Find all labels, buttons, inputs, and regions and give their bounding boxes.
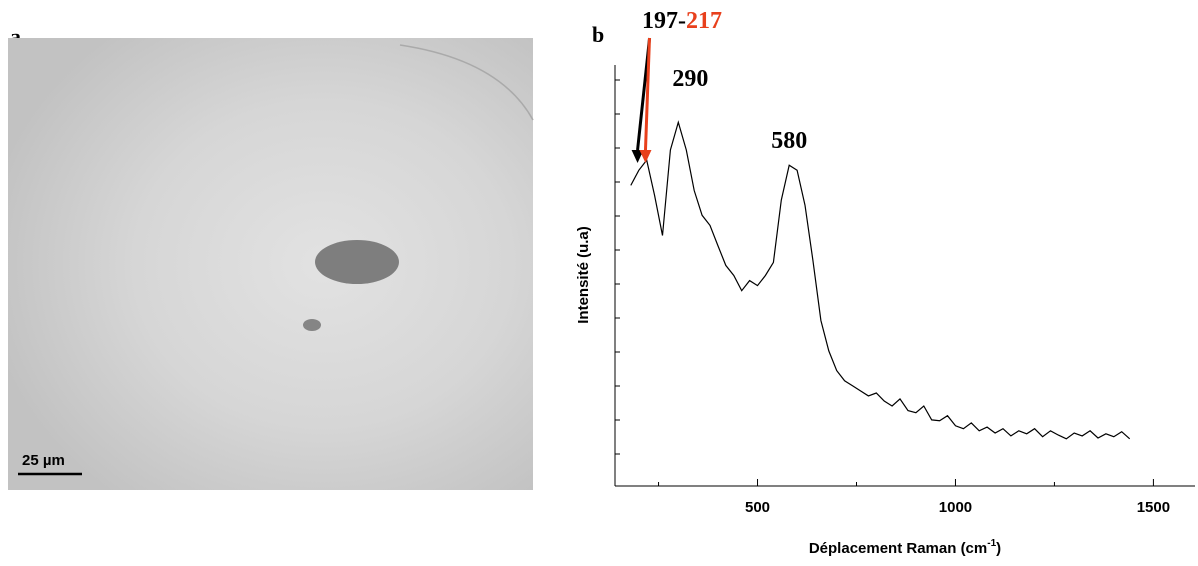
- inclusion: [303, 319, 321, 331]
- annotation-arrowhead: [631, 150, 644, 163]
- annotation: 197-: [642, 8, 686, 34]
- x-axis-label: Déplacement Raman (cm: [809, 540, 987, 557]
- annotation-arrowhead: [639, 150, 652, 163]
- y-axis-label: Intensité (u.a): [575, 226, 592, 324]
- x-tick-label: 500: [745, 499, 770, 516]
- x-axis-label: ): [996, 540, 1001, 557]
- annotation-arrow: [643, 37, 651, 151]
- annotation: 580: [771, 128, 807, 154]
- panel-label: b: [592, 22, 604, 47]
- annotation: 217: [686, 8, 722, 34]
- annotation: 290: [672, 66, 708, 92]
- y-axis-ticks: [615, 79, 620, 455]
- micrograph: [8, 38, 533, 490]
- x-axis-label: Déplacement Raman (cm-1): [809, 538, 1001, 557]
- x-tick-label: 1500: [1137, 499, 1170, 516]
- annotation: 197-217: [642, 8, 722, 34]
- micrograph-edge: [399, 44, 534, 121]
- scale-label: 25 µm: [22, 452, 65, 469]
- spectrum: [630, 120, 1131, 440]
- x-tick-label: 1000: [939, 499, 972, 516]
- x-axis-label: -1: [987, 538, 996, 549]
- panel-label: a: [10, 24, 21, 49]
- inclusion: [315, 240, 399, 284]
